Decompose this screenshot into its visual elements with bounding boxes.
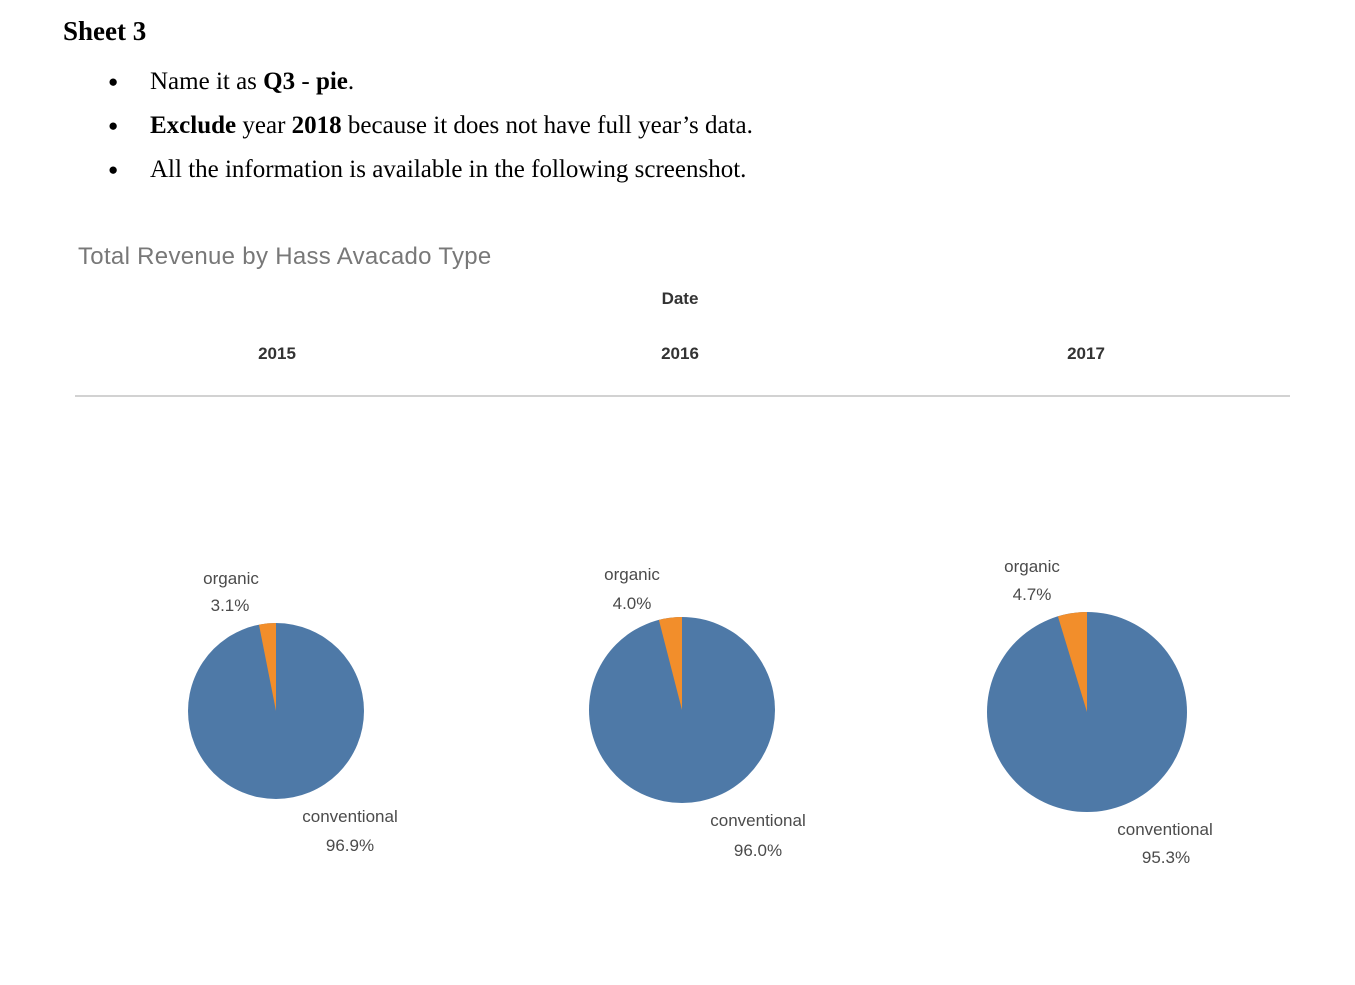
bullet-text: All the information is available in the … xyxy=(150,156,747,183)
pie-chart-2015 xyxy=(188,623,364,799)
year-label-2015: 2015 xyxy=(258,344,296,363)
chart-title: Total Revenue by Hass Avacado Type xyxy=(78,243,492,270)
bullet-text: - xyxy=(295,68,316,95)
bullet-text-bold: Exclude xyxy=(150,112,237,139)
pie-chart-2016 xyxy=(589,617,775,803)
conventional-label: conventional xyxy=(1117,820,1213,839)
organic-label: organic xyxy=(203,569,259,588)
header-divider-line xyxy=(75,395,1290,397)
instructions-block: Sheet 3 ● Name it as Q3 - pie. ● Exclude… xyxy=(63,14,1163,192)
bullet-icon: ● xyxy=(108,116,119,135)
pie-chart-2017 xyxy=(987,612,1187,812)
year-label-2017: 2017 xyxy=(1067,344,1105,363)
instruction-bullet-name: ● Name it as Q3 - pie. xyxy=(108,60,1163,104)
date-column-header: Date xyxy=(661,289,699,308)
bullet-text-bold: 2018 xyxy=(291,112,342,139)
conventional-value: 96.0% xyxy=(733,841,783,860)
bullet-text-bold: Q3 xyxy=(263,68,296,95)
instruction-list: ● Name it as Q3 - pie. ● Exclude year 20… xyxy=(108,60,1163,192)
organic-value: 4.0% xyxy=(612,594,652,613)
organic-value: 4.7% xyxy=(1012,585,1052,604)
bullet-text: year xyxy=(236,112,292,139)
bullet-icon: ● xyxy=(108,72,119,91)
bullet-icon: ● xyxy=(108,160,119,179)
sheet-title: Sheet 3 xyxy=(63,16,147,46)
conventional-value: 95.3% xyxy=(1141,848,1191,867)
conventional-label: conventional xyxy=(302,807,398,826)
bullet-text: Name it as xyxy=(150,68,264,95)
organic-slice-2016 xyxy=(658,617,682,710)
instruction-bullet-exclude: ● Exclude year 2018 because it does not … xyxy=(108,104,1163,148)
conventional-label: conventional xyxy=(710,811,806,830)
bullet-text-bold: pie xyxy=(315,68,348,95)
organic-label: organic xyxy=(1004,557,1060,576)
year-label-2016: 2016 xyxy=(661,344,699,363)
organic-slice-2015 xyxy=(258,623,276,711)
bullet-text: because it does not have full year’s dat… xyxy=(341,112,753,139)
instruction-bullet-info: ● All the information is available in th… xyxy=(108,148,1163,192)
bullet-text: . xyxy=(347,68,355,95)
organic-slice-2017 xyxy=(1057,612,1087,712)
conventional-value: 96.9% xyxy=(325,836,375,855)
organic-value: 3.1% xyxy=(210,596,250,615)
organic-label: organic xyxy=(604,565,660,584)
